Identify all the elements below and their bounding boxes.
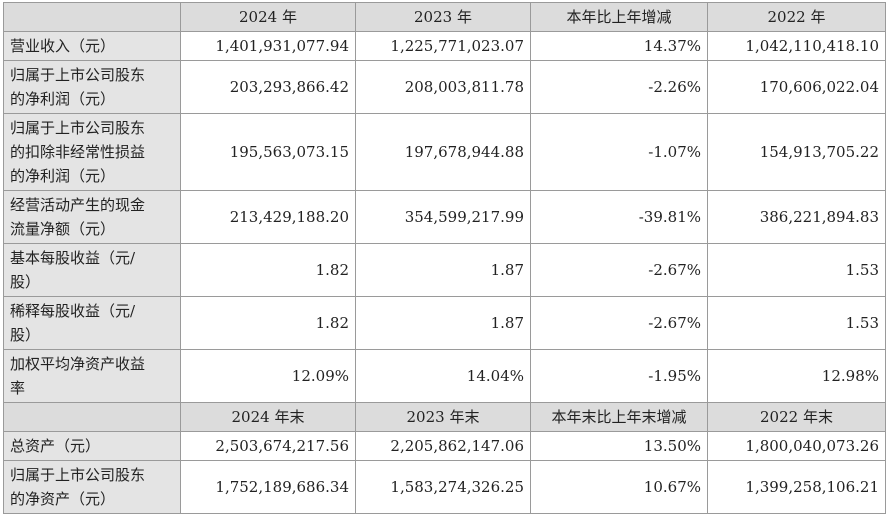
value-cell: 1.82 bbox=[180, 243, 356, 297]
value-cell: 197,678,944.88 bbox=[355, 113, 531, 191]
header-cell: 2022 年 bbox=[707, 2, 886, 32]
header-row: 2024 年末 2023 年末 本年末比上年末增减 2022 年末 bbox=[3, 402, 886, 432]
value-cell: 14.37% bbox=[530, 31, 708, 61]
data-row: 加权平均净资产收益率 12.09% 14.04% -1.95% 12.98% bbox=[3, 349, 886, 403]
value-cell: 1,225,771,023.07 bbox=[355, 31, 531, 61]
data-row: 稀释每股收益（元/股） 1.82 1.87 -2.67% 1.53 bbox=[3, 296, 886, 350]
value-cell: 195,563,073.15 bbox=[180, 113, 356, 191]
value-cell: 203,293,866.42 bbox=[180, 60, 356, 114]
header-cell: 2024 年 bbox=[180, 2, 356, 32]
value-cell: 1.87 bbox=[355, 243, 531, 297]
value-cell: 1.53 bbox=[707, 296, 886, 350]
data-row: 经营活动产生的现金流量净额（元） 213,429,188.20 354,599,21… bbox=[3, 190, 886, 244]
value-cell: 12.98% bbox=[707, 349, 886, 403]
row-label: 归属于上市公司股东的净利润（元） bbox=[3, 60, 181, 114]
row-label: 归属于上市公司股东的净资产（元） bbox=[3, 460, 181, 514]
row-label: 基本每股收益（元/股） bbox=[3, 243, 181, 297]
value-cell: -2.67% bbox=[530, 243, 708, 297]
row-label: 经营活动产生的现金流量净额（元） bbox=[3, 190, 181, 244]
value-cell: 1,042,110,418.10 bbox=[707, 31, 886, 61]
header-cell: 本年末比上年末增减 bbox=[530, 402, 708, 432]
data-row: 基本每股收益（元/股） 1.82 1.87 -2.67% 1.53 bbox=[3, 243, 886, 297]
value-cell: 213,429,188.20 bbox=[180, 190, 356, 244]
value-cell: -2.26% bbox=[530, 60, 708, 114]
value-cell: 2,503,674,217.56 bbox=[180, 431, 356, 461]
row-label: 加权平均净资产收益率 bbox=[3, 349, 181, 403]
value-cell: 1,583,274,326.25 bbox=[355, 460, 531, 514]
value-cell: 208,003,811.78 bbox=[355, 60, 531, 114]
value-cell: 154,913,705.22 bbox=[707, 113, 886, 191]
value-cell: 2,205,862,147.06 bbox=[355, 431, 531, 461]
value-cell: 354,599,217.99 bbox=[355, 190, 531, 244]
row-label: 营业收入（元） bbox=[3, 31, 181, 61]
header-cell: 2023 年末 bbox=[355, 402, 531, 432]
value-cell: 1,399,258,106.21 bbox=[707, 460, 886, 514]
row-label: 归属于上市公司股东的扣除非经常性损益的净利润（元） bbox=[3, 113, 181, 191]
row-label: 稀释每股收益（元/股） bbox=[3, 296, 181, 350]
header-cell bbox=[3, 2, 181, 32]
financial-table: 2024 年 2023 年本年比上年增减 2022 年营业收入（元） 1,401,93… bbox=[3, 2, 886, 514]
data-row: 总资产（元） 2,503,674,217.56 2,205,862,147.06 13… bbox=[3, 431, 886, 461]
header-cell: 2024 年末 bbox=[180, 402, 356, 432]
value-cell: 1,401,931,077.94 bbox=[180, 31, 356, 61]
value-cell: 1.53 bbox=[707, 243, 886, 297]
value-cell: 1.87 bbox=[355, 296, 531, 350]
value-cell: -1.07% bbox=[530, 113, 708, 191]
value-cell: 13.50% bbox=[530, 431, 708, 461]
value-cell: 1.82 bbox=[180, 296, 356, 350]
row-label: 总资产（元） bbox=[3, 431, 181, 461]
value-cell: 386,221,894.83 bbox=[707, 190, 886, 244]
data-row: 营业收入（元） 1,401,931,077.94 1,225,771,023.07 1… bbox=[3, 31, 886, 61]
value-cell: 170,606,022.04 bbox=[707, 60, 886, 114]
value-cell: 1,800,040,073.26 bbox=[707, 431, 886, 461]
value-cell: 1,752,189,686.34 bbox=[180, 460, 356, 514]
header-cell: 2022 年末 bbox=[707, 402, 886, 432]
header-row: 2024 年 2023 年本年比上年增减 2022 年 bbox=[3, 2, 886, 32]
data-row: 归属于上市公司股东的净资产（元） 1,752,189,686.34 1,583,27… bbox=[3, 460, 886, 514]
data-row: 归属于上市公司股东的净利润（元） 203,293,866.42 208,003,81… bbox=[3, 60, 886, 114]
value-cell: 14.04% bbox=[355, 349, 531, 403]
value-cell: -2.67% bbox=[530, 296, 708, 350]
value-cell: -1.95% bbox=[530, 349, 708, 403]
data-row: 归属于上市公司股东的扣除非经常性损益的净利润（元） 195,563,073.15 1… bbox=[3, 113, 886, 191]
value-cell: 12.09% bbox=[180, 349, 356, 403]
table-body: 2024 年 2023 年本年比上年增减 2022 年营业收入（元） 1,401,93… bbox=[3, 2, 886, 514]
header-cell: 2023 年 bbox=[355, 2, 531, 32]
value-cell: -39.81% bbox=[530, 190, 708, 244]
header-cell bbox=[3, 402, 181, 432]
value-cell: 10.67% bbox=[530, 460, 708, 514]
header-cell: 本年比上年增减 bbox=[530, 2, 708, 32]
